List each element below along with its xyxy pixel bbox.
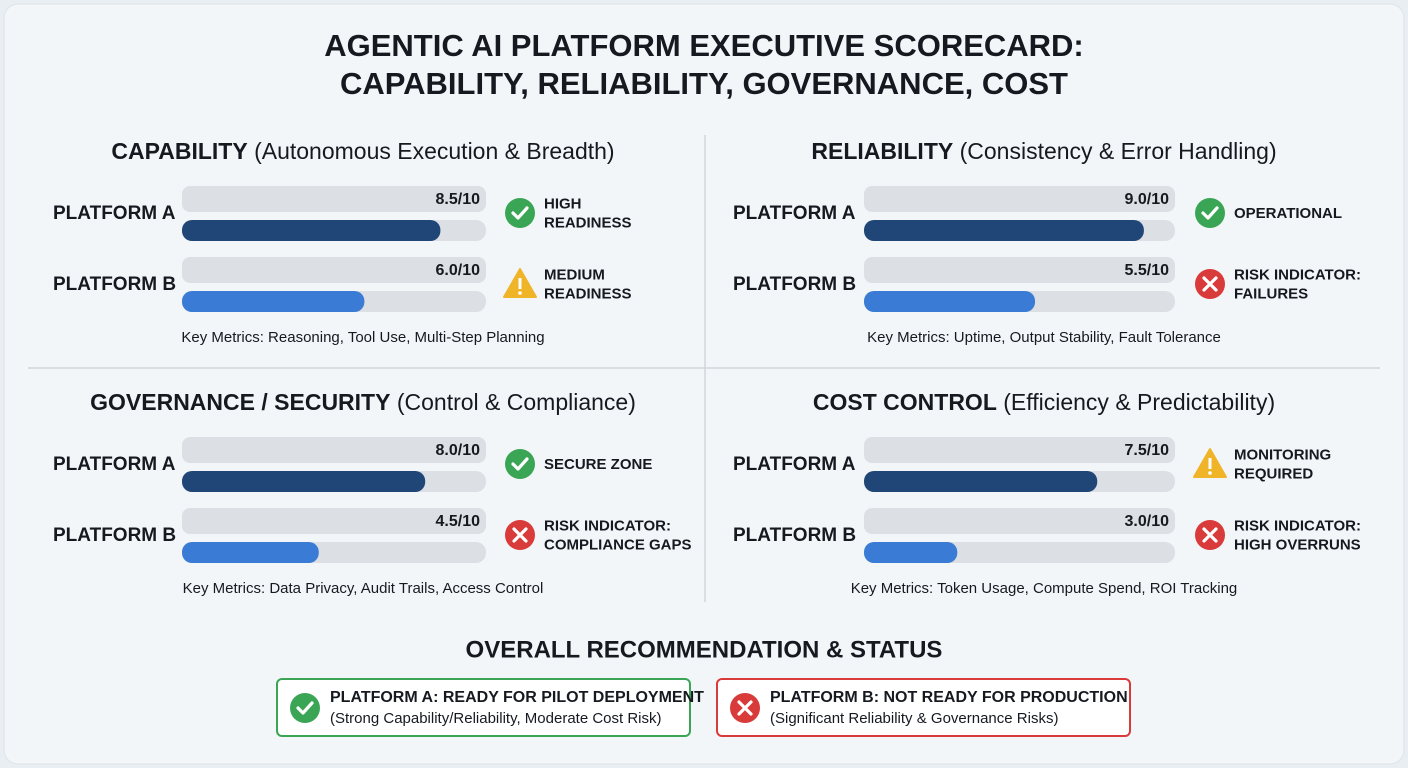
score-label: 8.0/10 bbox=[436, 442, 481, 459]
score-label: 5.5/10 bbox=[1125, 262, 1170, 279]
platform-label: PLATFORM A bbox=[733, 454, 856, 475]
status-icon bbox=[290, 693, 320, 723]
score-bar bbox=[864, 291, 1036, 312]
platform-label: PLATFORM A bbox=[53, 454, 176, 475]
check-mark bbox=[1201, 206, 1219, 220]
check-mark bbox=[296, 701, 314, 715]
key-metrics: Key Metrics: Reasoning, Tool Use, Multi-… bbox=[181, 329, 544, 346]
status-icon bbox=[505, 449, 535, 479]
score-label-box bbox=[864, 257, 1175, 283]
score-bar bbox=[182, 291, 365, 312]
score-bar bbox=[864, 471, 1098, 492]
recommendation-headline: PLATFORM B: NOT READY FOR PRODUCTION bbox=[770, 689, 1128, 706]
key-metrics: Key Metrics: Data Privacy, Audit Trails,… bbox=[183, 580, 544, 597]
status-text: OPERATIONAL bbox=[1234, 205, 1342, 222]
status-icon bbox=[505, 198, 535, 228]
check-mark bbox=[511, 206, 529, 220]
score-label: 3.0/10 bbox=[1125, 513, 1170, 530]
score-label-box bbox=[864, 437, 1175, 463]
status-icon bbox=[1195, 269, 1225, 299]
warning-mark bbox=[1208, 471, 1212, 475]
heading-bold: GOVERNANCE / SECURITY bbox=[90, 389, 390, 415]
status-icon bbox=[1193, 448, 1227, 478]
heading-sub: (Autonomous Execution & Breadth) bbox=[254, 138, 615, 164]
heading-bold: COST CONTROL bbox=[813, 389, 997, 415]
panel-heading: COST CONTROL (Efficiency & Predictabilit… bbox=[813, 389, 1275, 415]
warning-mark bbox=[518, 278, 522, 289]
title: CAPABILITY, RELIABILITY, GOVERNANCE, COS… bbox=[340, 66, 1068, 101]
key-metrics: Key Metrics: Uptime, Output Stability, F… bbox=[867, 329, 1221, 346]
recommendation-headline: PLATFORM A: READY FOR PILOT DEPLOYMENT bbox=[330, 689, 704, 706]
key-metrics: Key Metrics: Token Usage, Compute Spend,… bbox=[851, 580, 1238, 597]
platform-label: PLATFORM B bbox=[733, 525, 856, 546]
status-text: RISK INDICATOR: bbox=[1234, 266, 1361, 283]
warning-mark bbox=[1208, 458, 1212, 469]
score-label-box bbox=[864, 186, 1175, 212]
panel-heading: RELIABILITY (Consistency & Error Handlin… bbox=[811, 138, 1276, 164]
score-bar bbox=[182, 471, 426, 492]
check-icon bbox=[505, 449, 535, 479]
status-text: FAILURES bbox=[1234, 285, 1308, 302]
status-text: COMPLIANCE GAPS bbox=[544, 536, 692, 553]
x-mark bbox=[1202, 527, 1218, 543]
platform-label: PLATFORM B bbox=[53, 274, 176, 295]
status-text: RISK INDICATOR: bbox=[544, 517, 671, 534]
warning-mark bbox=[518, 291, 522, 295]
status-text: MEDIUM bbox=[544, 266, 605, 283]
status-text: HIGH OVERRUNS bbox=[1234, 536, 1361, 553]
x-mark bbox=[512, 527, 528, 543]
score-label: 6.0/10 bbox=[436, 262, 481, 279]
check-icon bbox=[505, 198, 535, 228]
score-label-box bbox=[864, 508, 1175, 534]
status-icon bbox=[730, 693, 760, 723]
score-label-box bbox=[182, 257, 486, 283]
platform-label: PLATFORM B bbox=[733, 274, 856, 295]
platform-label: PLATFORM A bbox=[53, 203, 176, 224]
recommendation-box bbox=[276, 678, 691, 737]
score-label: 8.5/10 bbox=[436, 191, 481, 208]
score-label-box bbox=[182, 508, 486, 534]
status-icon bbox=[1195, 198, 1225, 228]
recommendation-detail: (Significant Reliability & Governance Ri… bbox=[770, 710, 1058, 727]
status-text: SECURE ZONE bbox=[544, 456, 652, 473]
status-text: MONITORING bbox=[1234, 446, 1331, 463]
heading-sub: (Efficiency & Predictability) bbox=[1003, 389, 1275, 415]
platform-label: PLATFORM A bbox=[733, 203, 856, 224]
x-mark bbox=[737, 700, 753, 716]
platform-label: PLATFORM B bbox=[53, 525, 176, 546]
heading-bold: RELIABILITY bbox=[811, 138, 953, 164]
heading-sub: (Control & Compliance) bbox=[397, 389, 636, 415]
status-text: RISK INDICATOR: bbox=[1234, 517, 1361, 534]
heading-sub: (Consistency & Error Handling) bbox=[960, 138, 1277, 164]
status-icon bbox=[505, 520, 535, 550]
status-text: HIGH bbox=[544, 195, 582, 212]
score-bar bbox=[864, 542, 958, 563]
status-icon bbox=[1195, 520, 1225, 550]
status-text: READINESS bbox=[544, 214, 632, 231]
score-label: 4.5/10 bbox=[436, 513, 481, 530]
recommendation-title: OVERALL RECOMMENDATION & STATUS bbox=[466, 636, 943, 663]
status-text: READINESS bbox=[544, 285, 632, 302]
score-label: 7.5/10 bbox=[1125, 442, 1170, 459]
title: AGENTIC AI PLATFORM EXECUTIVE SCORECARD: bbox=[324, 28, 1084, 63]
score-label: 9.0/10 bbox=[1125, 191, 1170, 208]
x-mark bbox=[1202, 276, 1218, 292]
score-label-box bbox=[182, 186, 486, 212]
score-bar bbox=[182, 220, 441, 241]
heading-bold: CAPABILITY bbox=[111, 138, 247, 164]
check-icon bbox=[290, 693, 320, 723]
score-label-box bbox=[182, 437, 486, 463]
score-bar bbox=[182, 542, 319, 563]
recommendation-detail: (Strong Capability/Reliability, Moderate… bbox=[330, 710, 662, 727]
panel-heading: CAPABILITY (Autonomous Execution & Bread… bbox=[111, 138, 614, 164]
check-icon bbox=[1195, 198, 1225, 228]
panel-heading: GOVERNANCE / SECURITY (Control & Complia… bbox=[90, 389, 636, 415]
check-mark bbox=[511, 457, 529, 471]
score-bar bbox=[864, 220, 1144, 241]
status-text: REQUIRED bbox=[1234, 465, 1313, 482]
status-icon bbox=[503, 268, 537, 298]
recommendation-box bbox=[716, 678, 1131, 737]
